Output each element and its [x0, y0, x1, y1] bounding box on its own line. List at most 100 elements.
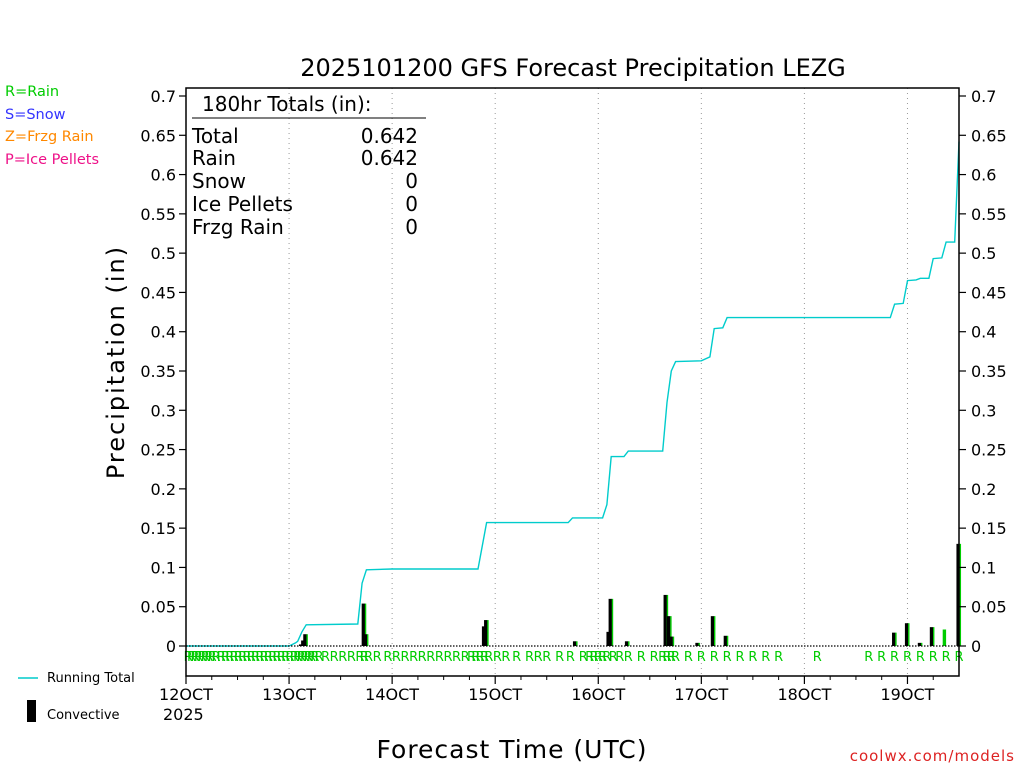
- x-tick-label-12oct: 12OCT: [159, 685, 213, 704]
- precip-bar-edge-13: [672, 636, 675, 646]
- ptype-marker-r: R: [260, 650, 269, 665]
- precip-bar-edge-9: [611, 598, 614, 646]
- ptype-marker-r: R: [297, 650, 306, 665]
- ptype-marker-r: R: [461, 650, 470, 665]
- ptype-marker-r: R: [585, 650, 594, 665]
- y-tick-label-right: 0.55: [971, 205, 1007, 224]
- ptype-marker-r: R: [903, 650, 912, 665]
- legend-frzg-rain: Z=Frzg Rain: [5, 129, 94, 145]
- ptype-marker-r: R: [300, 650, 309, 665]
- running-total-line: [186, 141, 960, 647]
- y-tick-label-right: 0.25: [971, 441, 1007, 460]
- precip-bar-10: [624, 641, 629, 646]
- ptype-marker-r: R: [383, 650, 392, 665]
- precip-bar-edge-16: [726, 635, 729, 646]
- legend-ice-pellets: P=Ice Pellets: [5, 152, 99, 168]
- totals-value-frzg-rain: 0: [405, 215, 418, 239]
- ptype-marker-r: R: [330, 650, 339, 665]
- y-tick-label-left: 0.05: [140, 598, 176, 617]
- ptype-marker-r: R: [761, 650, 770, 665]
- x-tick-label-19oct: 19OCT: [881, 685, 935, 704]
- totals-label-rain: Rain: [192, 146, 236, 170]
- ptype-marker-r: R: [321, 650, 330, 665]
- x-tick-label-17oct: 17OCT: [674, 685, 728, 704]
- ptype-marker-r: R: [230, 650, 239, 665]
- ptype-marker-r: R: [589, 650, 598, 665]
- ptype-marker-r: R: [290, 650, 299, 665]
- ptype-marker-r: R: [493, 650, 502, 665]
- ptype-marker-r: R: [255, 650, 264, 665]
- precip-bar-edge-6: [487, 620, 489, 646]
- ptype-marker-r: R: [204, 650, 213, 665]
- precip-bar-16: [723, 635, 728, 646]
- totals-value-total: 0.642: [361, 124, 418, 148]
- ptype-marker-r: R: [684, 650, 693, 665]
- y-tick-label-left: 0.55: [140, 205, 176, 224]
- y-tick-label-right: 0.6: [971, 166, 996, 185]
- vertical-gridlines: [288, 88, 908, 676]
- precip-bar-18: [904, 623, 909, 646]
- ptype-marker-r: R: [347, 650, 356, 665]
- ptype-marker-r: R: [890, 650, 899, 665]
- ptype-marker-r: R: [658, 650, 667, 665]
- ptype-marker-r: R: [512, 650, 521, 665]
- ptype-marker-r: R: [435, 650, 444, 665]
- ptype-marker-r: R: [579, 650, 588, 665]
- y-tick-label-right: 0.3: [971, 401, 996, 420]
- ptype-marker-r: R: [667, 650, 676, 665]
- ptype-marker-r: R: [310, 650, 319, 665]
- y-tick-label-left: 0.1: [151, 558, 176, 577]
- totals-header: 180hr Totals (in):: [202, 92, 372, 116]
- ptype-marker-r: R: [697, 650, 706, 665]
- totals-label-snow: Snow: [192, 169, 246, 193]
- totals-value-snow: 0: [405, 169, 418, 193]
- y-tick-label-right: 0: [971, 637, 981, 656]
- ptype-marker-r: R: [315, 650, 324, 665]
- ptype-marker-r: R: [602, 650, 611, 665]
- y-tick-label-right: 0.35: [971, 362, 1007, 381]
- precip-bar-19: [917, 642, 922, 646]
- precip-bar-7: [572, 641, 577, 646]
- ptype-marker-r: R: [748, 650, 757, 665]
- y-axis-left: 0 0.05 0.1 0.15 0.2 0.25 0.3 0.35 0.4 0.45 0.5 0.55…: [140, 87, 186, 656]
- ptype-marker-r: R: [710, 650, 719, 665]
- ptype-marker-r: R: [671, 650, 680, 665]
- ptype-marker-r: R: [285, 650, 294, 665]
- legend-rain: R=Rain: [5, 84, 59, 100]
- y-axis-right: 0 0.05 0.1 0.15 0.2 0.25 0.3 0.35 0.4 0.45 0.5 0.55…: [959, 87, 1007, 656]
- precip-bar-11: [663, 594, 667, 646]
- ptype-marker-r: R: [443, 650, 452, 665]
- precip-bar-edge-17: [895, 632, 897, 646]
- ptype-marker-r: R: [662, 650, 671, 665]
- convective-legend-label: Convective: [47, 708, 120, 723]
- y-tick-label-left: 0.25: [140, 441, 176, 460]
- ptype-marker-r: R: [476, 650, 485, 665]
- ptype-marker-r: R: [217, 650, 226, 665]
- y-tick-label-left: 0.45: [140, 283, 176, 302]
- y-axis-title: Precipitation (in): [102, 245, 130, 479]
- ptype-marker-r: R: [194, 650, 203, 665]
- ptype-marker-r: R: [273, 650, 282, 665]
- y-tick-label-right: 0.65: [971, 126, 1007, 145]
- totals-label-ice-pellets: Ice Pellets: [192, 192, 293, 216]
- ptype-marker-r: R: [400, 650, 409, 665]
- ptype-marker-r: R: [234, 650, 243, 665]
- totals-value-rain: 0.642: [361, 146, 418, 170]
- ptype-marker-r: R: [303, 650, 312, 665]
- ptype-marker-r: R: [373, 650, 382, 665]
- totals-label-frzg-rain: Frzg Rain: [192, 215, 284, 239]
- x-tick-label-13oct: 13OCT: [262, 685, 316, 704]
- y-tick-label-right: 0.1: [971, 558, 996, 577]
- y-tick-label-right: 0.4: [971, 323, 996, 342]
- x-axis-title: Forecast Time (UTC): [377, 735, 648, 764]
- ptype-marker-r: R: [307, 650, 316, 665]
- ptype-marker-r: R: [364, 650, 373, 665]
- ptype-marker-r: R: [418, 650, 427, 665]
- y-tick-label-left: 0.35: [140, 362, 176, 381]
- ptype-marker-r: R: [484, 650, 493, 665]
- ptype-marker-r: R: [360, 650, 369, 665]
- precip-bar-edge-19: [920, 642, 923, 646]
- ptype-marker-r: R: [338, 650, 347, 665]
